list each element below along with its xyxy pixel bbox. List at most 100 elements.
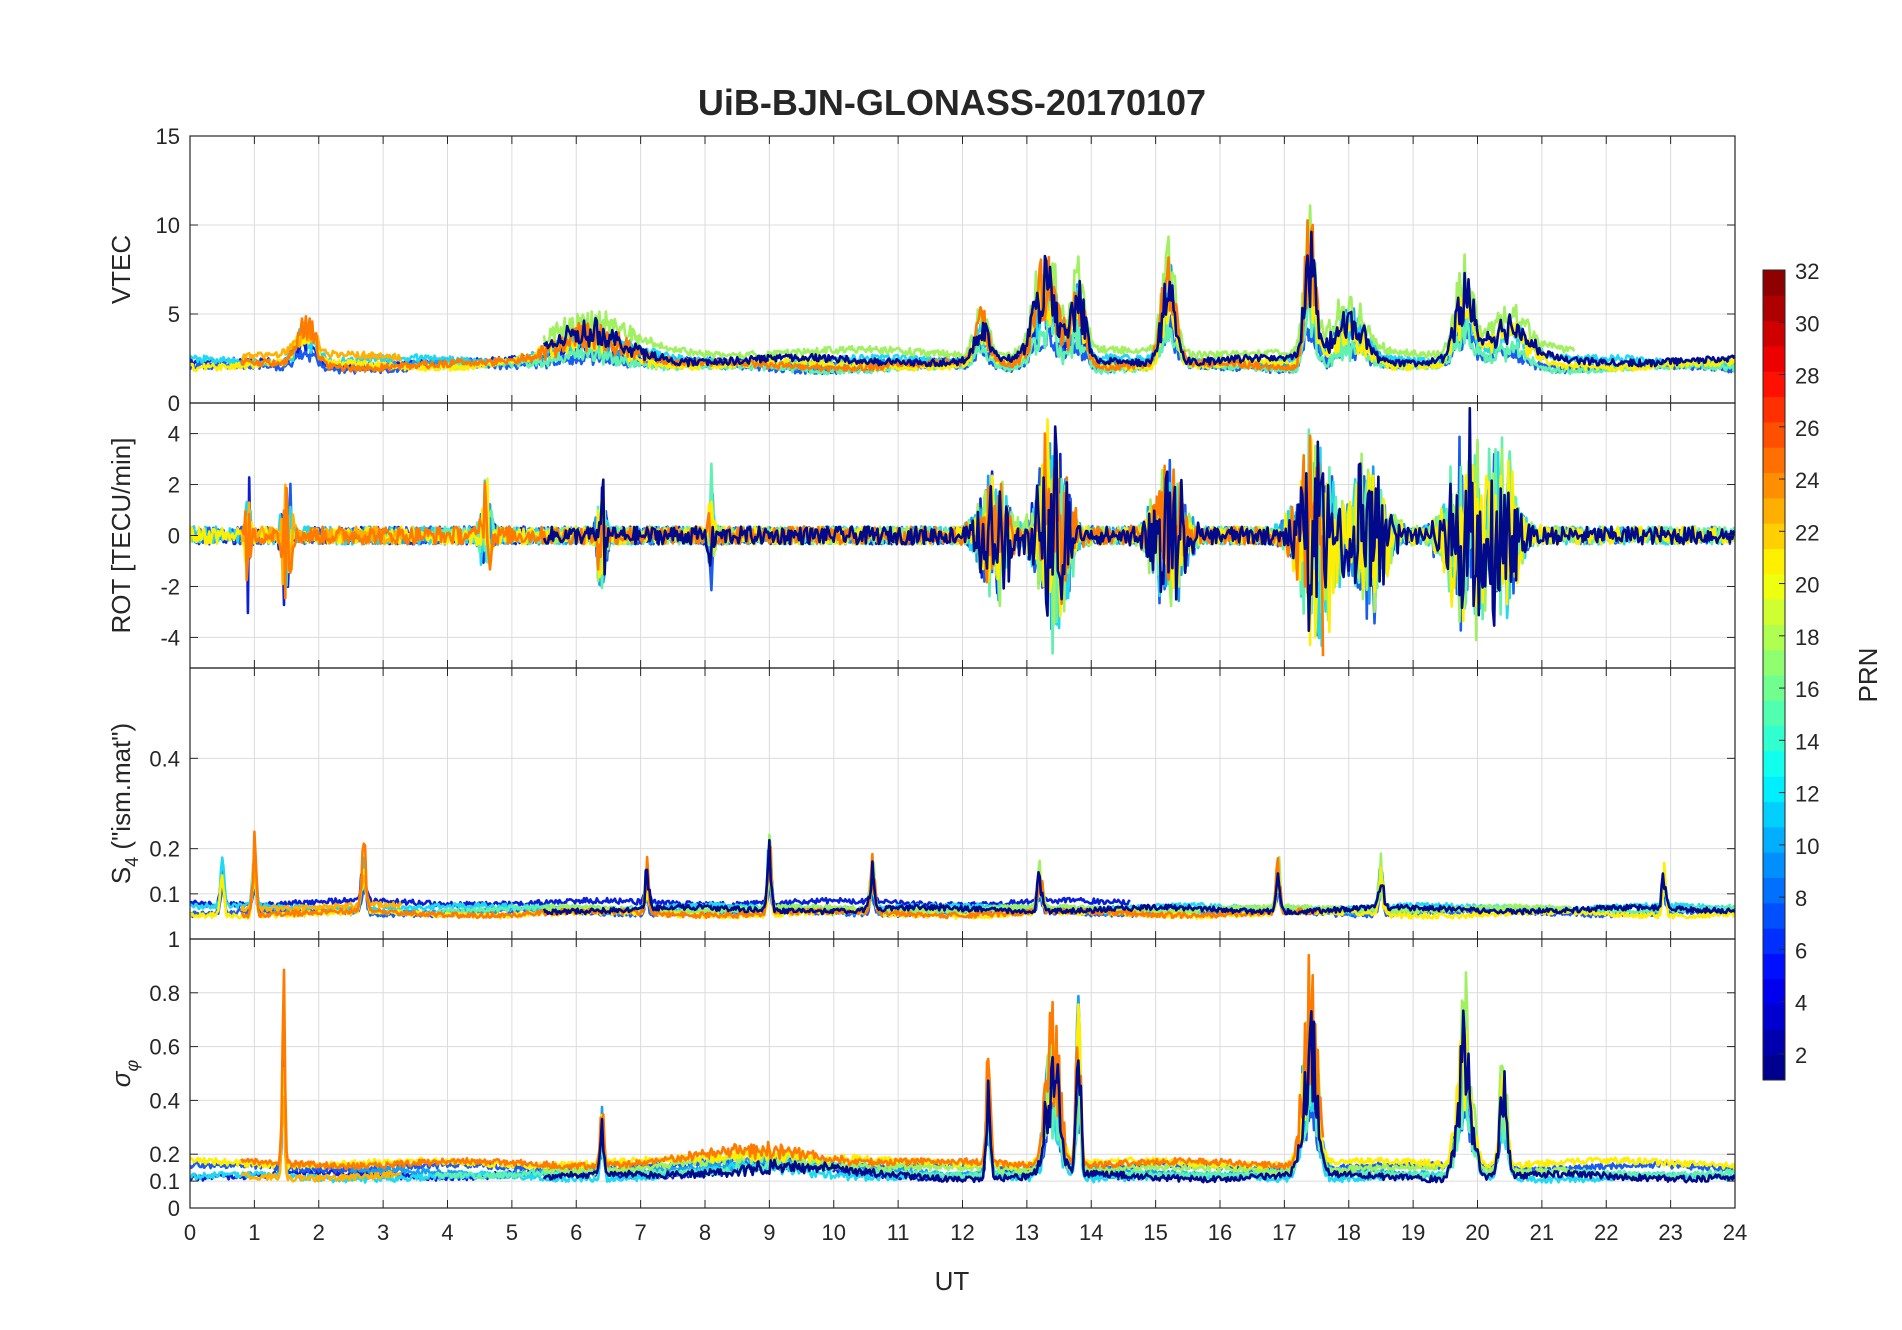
series-prn-1 (542, 406, 1735, 632)
colorbar-tick-label: 14 (1795, 729, 1819, 754)
y-axis-label: ROT [TECU/min] (106, 438, 136, 634)
series-prn-20 (190, 418, 1735, 646)
x-tick-label: 10 (822, 1220, 846, 1245)
colorbar-segment (1763, 649, 1785, 676)
x-tick-label: 18 (1337, 1220, 1361, 1245)
x-tick-label: 24 (1723, 1220, 1747, 1245)
chart-title: UiB-BJN-GLONASS-20170107 (698, 82, 1206, 123)
x-tick-label: 23 (1658, 1220, 1682, 1245)
colorbar-segment (1763, 295, 1785, 322)
y-tick-label: 0.4 (149, 1088, 180, 1113)
colorbar-tick-label: 32 (1795, 259, 1819, 284)
colorbar-segment (1763, 1004, 1785, 1030)
y-tick-label: -4 (160, 625, 180, 650)
colorbar-segment (1763, 599, 1785, 625)
series-group (190, 406, 1735, 657)
y-tick-label: 0.1 (149, 882, 180, 907)
x-tick-label: 20 (1465, 1220, 1489, 1245)
colorbar-segment (1763, 776, 1785, 803)
series-prn-24 (240, 953, 1325, 1171)
x-tick-label: 7 (635, 1220, 647, 1245)
colorbar-segment (1763, 1054, 1785, 1081)
colorbar-label: PRN (1853, 648, 1883, 703)
colorbar-segment (1763, 928, 1785, 954)
colorbar-segment (1763, 345, 1785, 372)
series-prn-22 (240, 857, 403, 913)
colorbar-tick-label: 16 (1795, 677, 1819, 702)
y-tick-label: 0.6 (149, 1035, 180, 1060)
colorbar-tick-label: 28 (1795, 364, 1819, 389)
series-prn-22 (240, 320, 403, 362)
colorbar-tick-label: 20 (1795, 573, 1819, 598)
colorbar-segment (1763, 270, 1785, 296)
series-prn-3 (190, 854, 1131, 909)
y-tick-label: 0.2 (149, 1142, 180, 1167)
colorbar-segment (1763, 320, 1785, 347)
colorbar-tick-label: 30 (1795, 311, 1819, 336)
x-tick-label: 2 (313, 1220, 325, 1245)
colorbar-tick-label: 8 (1795, 886, 1807, 911)
y-tick-label: 4 (168, 422, 180, 447)
colorbar-tick-label: 6 (1795, 938, 1807, 963)
colorbar-segment (1763, 953, 1785, 980)
x-tick-label: 5 (506, 1220, 518, 1245)
y-tick-label: -2 (160, 574, 180, 599)
y-tick-label: 0.1 (149, 1169, 180, 1194)
y-axis-label: S4 ("ism.mat") (106, 723, 142, 884)
x-tick-label: 14 (1079, 1220, 1103, 1245)
y-tick-label: 0 (168, 524, 180, 549)
colorbar-frame (1762, 269, 1786, 1081)
colorbar-segment (1763, 497, 1785, 524)
y-tick-label: 15 (156, 124, 180, 149)
x-tick-label: 6 (570, 1220, 582, 1245)
colorbar-tick-label: 4 (1795, 991, 1807, 1016)
colorbar-segment (1763, 675, 1785, 701)
colorbar-segment (1763, 523, 1785, 549)
panel-s4: 0.1 0.2 0.4 S4 ("ism.mat") (106, 667, 1736, 940)
x-tick-label: 15 (1143, 1220, 1167, 1245)
colorbar-segment (1763, 801, 1785, 828)
x-tick-label: 8 (699, 1220, 711, 1245)
x-tick-label: 16 (1208, 1220, 1232, 1245)
colorbar-segment (1763, 1029, 1785, 1056)
x-tick-label: 17 (1272, 1220, 1296, 1245)
series-prn-1 (542, 230, 1735, 368)
y-tick-label: 0.8 (149, 981, 180, 1006)
colorbar-tick-label: 10 (1795, 834, 1819, 859)
colorbar-tick-label: 24 (1795, 468, 1819, 493)
series-prn-1 (542, 838, 1735, 916)
x-tick-label: 13 (1015, 1220, 1039, 1245)
colorbar-segment (1763, 877, 1785, 904)
y-axis-label: VTEC (106, 235, 136, 304)
colorbar-segment (1763, 852, 1785, 878)
colorbar-segment (1763, 978, 1785, 1005)
colorbar-tick-label: 22 (1795, 520, 1819, 545)
colorbar-tick-label: 26 (1795, 416, 1819, 441)
y-tick-label: 5 (168, 302, 180, 327)
x-tick-label: 3 (377, 1220, 389, 1245)
y-tick-label: 1 (168, 927, 180, 952)
y-axis-label: σφ (106, 1060, 142, 1088)
x-axis-label: UT (935, 1266, 970, 1296)
x-tick-label: 4 (441, 1220, 453, 1245)
series-group (190, 204, 1735, 376)
colorbar-segment (1763, 725, 1785, 752)
x-tick-label: 12 (950, 1220, 974, 1245)
colorbar-segment (1763, 371, 1785, 398)
colorbar-segment (1763, 421, 1785, 448)
series-group (190, 953, 1735, 1184)
colorbar-segment (1763, 750, 1785, 777)
colorbar-tick-label: 12 (1795, 782, 1819, 807)
x-tick-label: 0 (184, 1220, 196, 1245)
x-tick-label: 9 (763, 1220, 775, 1245)
y-tick-label: 2 (168, 473, 180, 498)
panel-vtec: 0 5 10 15 VTEC (106, 124, 1736, 416)
colorbar-segment (1763, 573, 1785, 600)
colorbar-segment (1763, 700, 1785, 727)
y-tick-label: 0.2 (149, 837, 180, 862)
y-tick-label: 0 (168, 1196, 180, 1221)
